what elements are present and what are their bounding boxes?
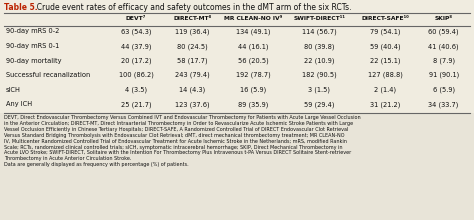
Text: 89 (35.9): 89 (35.9) [238,101,268,108]
Text: 59 (40.4): 59 (40.4) [370,43,401,50]
Text: 63 (54.3): 63 (54.3) [121,29,151,35]
Text: 8 (7.9): 8 (7.9) [433,57,455,64]
Text: 60 (59.4): 60 (59.4) [428,29,459,35]
Text: MR CLEAN-NO IV⁹: MR CLEAN-NO IV⁹ [224,15,283,20]
Text: 41 (40.6): 41 (40.6) [428,43,459,50]
Text: 34 (33.7): 34 (33.7) [428,101,459,108]
Text: SWIFT-DIRECT¹¹: SWIFT-DIRECT¹¹ [293,15,345,20]
Text: 14 (4.3): 14 (4.3) [179,86,205,93]
Text: 182 (90.5): 182 (90.5) [302,72,337,79]
Text: Data are generally displayed as frequency with percentage (%) of patients.: Data are generally displayed as frequenc… [4,162,189,167]
Text: Any ICH: Any ICH [6,101,32,107]
Text: 134 (49.1): 134 (49.1) [236,29,271,35]
Text: 90-day mortality: 90-day mortality [6,57,62,64]
Text: 44 (16.1): 44 (16.1) [238,43,269,50]
Text: 192 (78.7): 192 (78.7) [236,72,271,79]
Text: DEVT, Direct Endovascular Thrombectomy Versus Combined IVT and Endovascular Thro: DEVT, Direct Endovascular Thrombectomy V… [4,116,361,121]
Text: 114 (56.7): 114 (56.7) [302,29,337,35]
Text: sICH: sICH [6,86,21,92]
Text: 58 (17.7): 58 (17.7) [177,57,208,64]
Text: Scale; RCTs, randomized clinical controlled trials; sICH, symptomatic intracereb: Scale; RCTs, randomized clinical control… [4,145,343,150]
Text: 31 (21.2): 31 (21.2) [370,101,401,108]
Text: 79 (54.1): 79 (54.1) [370,29,401,35]
Text: 90-day mRS 0-1: 90-day mRS 0-1 [6,43,59,49]
Text: Acute LVO Stroke; SWIFT-DIRECT, Solitaire with the Intention For Thrombectomy Pl: Acute LVO Stroke; SWIFT-DIRECT, Solitair… [4,150,351,155]
Text: Crude event rates of efficacy and safety outcomes in the dMT arm of the six RCTs: Crude event rates of efficacy and safety… [32,4,352,13]
Text: 20 (17.2): 20 (17.2) [121,57,151,64]
Text: 123 (37.6): 123 (37.6) [175,101,210,108]
Text: 44 (37.9): 44 (37.9) [121,43,151,50]
Text: 2 (1.4): 2 (1.4) [374,86,396,93]
Text: 100 (86.2): 100 (86.2) [118,72,154,79]
Text: 22 (15.1): 22 (15.1) [370,57,401,64]
Text: DEVT⁷: DEVT⁷ [126,15,146,20]
Text: Thrombectomy in Acute Anterior Circulation Stroke.: Thrombectomy in Acute Anterior Circulati… [4,156,131,161]
Text: 25 (21.7): 25 (21.7) [121,101,151,108]
Text: Successful recanalization: Successful recanalization [6,72,90,78]
Bar [0,113,474,220]
Text: DIRECT-SAFE¹⁰: DIRECT-SAFE¹⁰ [361,15,409,20]
Text: 119 (36.4): 119 (36.4) [175,29,210,35]
Text: SKIP⁸: SKIP⁸ [435,15,453,20]
Text: 59 (29.4): 59 (29.4) [304,101,335,108]
Text: 80 (39.8): 80 (39.8) [304,43,335,50]
Text: Versus Standard Bridging Thrombolysis with Endovascular Clot Retrieval; dMT, dir: Versus Standard Bridging Thrombolysis wi… [4,133,345,138]
Text: 56 (20.5): 56 (20.5) [238,57,269,64]
Text: in the Anterior Circulation; DIRECT-MT, Direct Intraarterial Thrombectomy in Ord: in the Anterior Circulation; DIRECT-MT, … [4,121,353,126]
Text: 4 (3.5): 4 (3.5) [125,86,147,93]
Text: 243 (79.4): 243 (79.4) [175,72,210,79]
Text: 91 (90.1): 91 (90.1) [428,72,459,79]
Text: DIRECT-MT⁸: DIRECT-MT⁸ [173,15,211,20]
Text: 6 (5.9): 6 (5.9) [433,86,455,93]
Text: IV, Multicenter Randomized Controlled Trial of Endovascular Treatment for Acute : IV, Multicenter Randomized Controlled Tr… [4,139,347,144]
Text: 80 (24.5): 80 (24.5) [177,43,208,50]
Text: 127 (88.8): 127 (88.8) [368,72,402,79]
Text: Table 5.: Table 5. [4,4,37,13]
Text: 22 (10.9): 22 (10.9) [304,57,335,64]
Text: 3 (1.5): 3 (1.5) [308,86,330,93]
Text: 90-day mRS 0-2: 90-day mRS 0-2 [6,29,59,35]
Text: Vessel Occlusion Efficiently in Chinese Tertiary Hospitals; DIRECT-SAFE, A Rando: Vessel Occlusion Efficiently in Chinese … [4,127,348,132]
Text: 16 (5.9): 16 (5.9) [240,86,266,93]
